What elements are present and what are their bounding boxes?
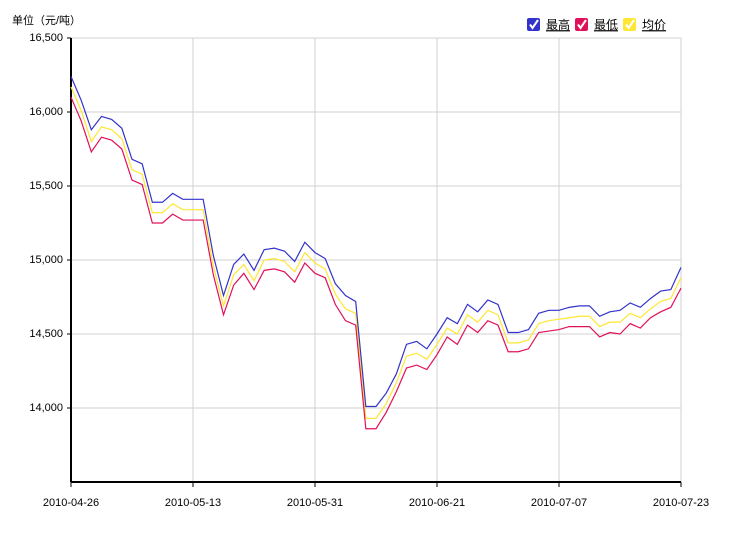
x-tick-label: 2010-05-13 xyxy=(165,497,221,509)
legend-checkbox[interactable] xyxy=(575,18,588,31)
legend-check xyxy=(625,19,635,30)
y-tick-label: 16,000 xyxy=(29,106,63,118)
line-series xyxy=(70,76,682,408)
line-series xyxy=(70,86,682,419)
legend-label[interactable]: 均价 xyxy=(642,18,666,32)
x-tick-label: 2010-07-23 xyxy=(653,497,709,509)
y-tick-label: 16,500 xyxy=(29,32,63,44)
y-tick-label: 14,500 xyxy=(29,328,63,340)
y-axis-title: 单位（元/吨） xyxy=(12,13,81,27)
legend-checkbox[interactable] xyxy=(527,18,540,31)
y-tick-label: 14,000 xyxy=(29,402,63,414)
y-tick-label: 15,000 xyxy=(29,254,63,266)
x-tick-label: 2010-06-21 xyxy=(409,497,465,509)
legend-check xyxy=(577,19,587,30)
x-tick-label: 2010-07-07 xyxy=(531,497,587,509)
legend-label[interactable]: 最低 xyxy=(594,18,618,32)
y-tick-label: 15,500 xyxy=(29,180,63,192)
x-tick-label: 2010-04-26 xyxy=(43,497,99,509)
legend-checkbox[interactable] xyxy=(623,18,636,31)
line-series xyxy=(70,96,682,430)
x-tick-label: 2010-05-31 xyxy=(287,497,343,509)
legend-label[interactable]: 最高 xyxy=(546,17,570,32)
legend-check xyxy=(529,19,539,30)
